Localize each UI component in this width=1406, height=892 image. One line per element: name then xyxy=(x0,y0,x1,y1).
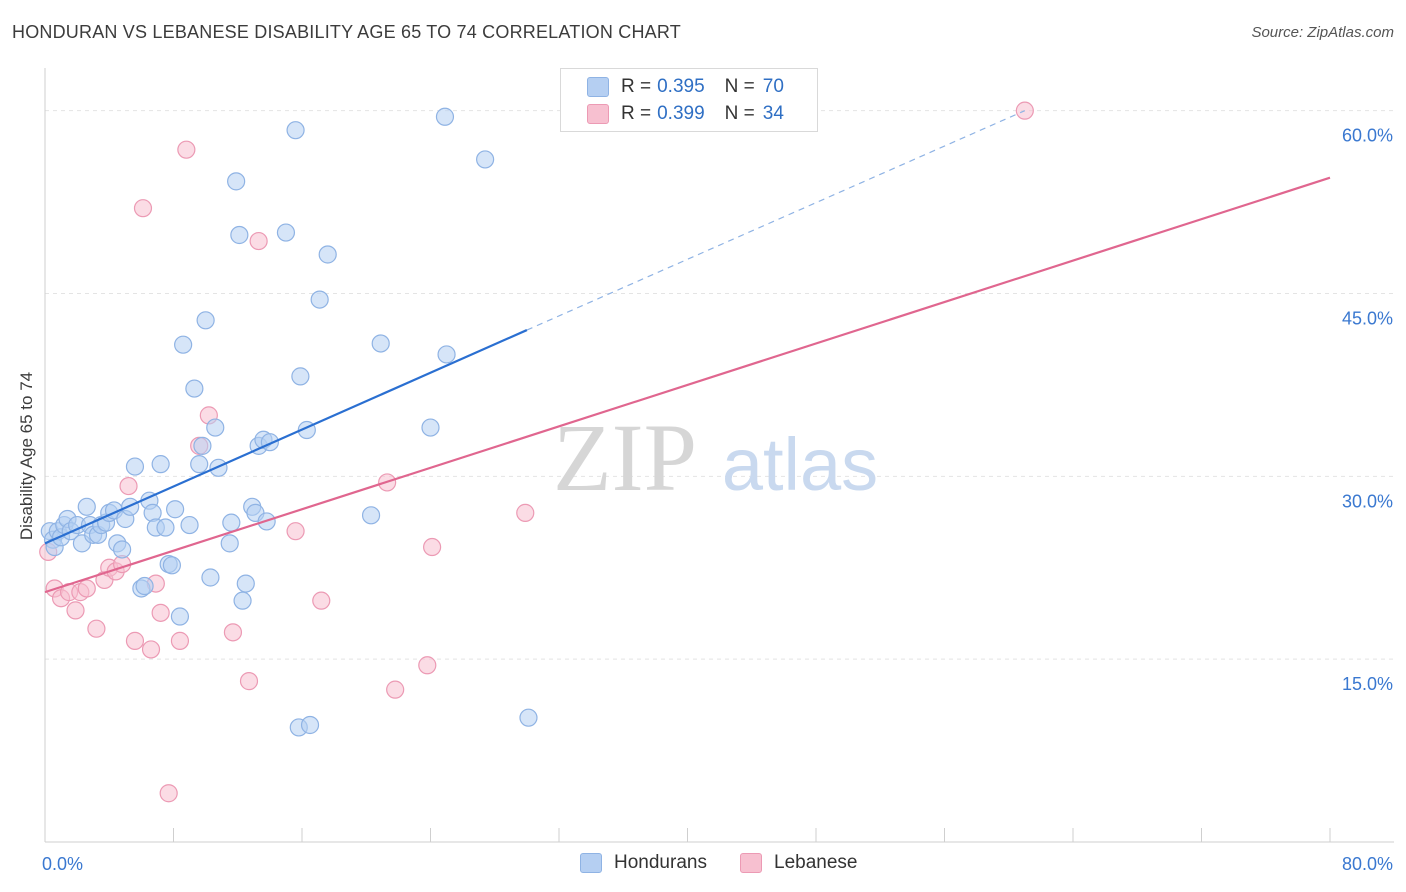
lebanese-point[interactable] xyxy=(312,591,331,610)
honduran-point[interactable] xyxy=(310,290,329,309)
lebanese-trend-line xyxy=(44,176,1331,594)
honduran-point[interactable] xyxy=(135,576,154,596)
lebanese-point[interactable] xyxy=(286,522,305,541)
lebanese-point[interactable] xyxy=(125,631,145,650)
lebanese-point[interactable] xyxy=(177,140,196,159)
honduran-point[interactable] xyxy=(77,497,96,516)
legend-swatch-blue xyxy=(587,77,609,97)
honduran-point[interactable] xyxy=(435,107,455,126)
honduran-point[interactable] xyxy=(190,455,209,474)
honduran-point[interactable] xyxy=(162,556,181,575)
honduran-point[interactable] xyxy=(220,534,239,553)
honduran-point[interactable] xyxy=(180,515,199,535)
bottom-legend-label: Lebanese xyxy=(774,852,858,873)
legend-row-hondurans: R = 0.395 N = 70 xyxy=(587,76,784,98)
swatch-pink xyxy=(740,853,762,873)
honduran-point[interactable] xyxy=(151,455,170,474)
honduran-point[interactable] xyxy=(125,457,145,476)
lebanese-point[interactable] xyxy=(119,476,138,496)
legend-n-label: N = xyxy=(724,76,755,97)
honduran-point[interactable] xyxy=(276,223,296,242)
honduran-point[interactable] xyxy=(222,513,241,532)
honduran-point[interactable] xyxy=(519,708,538,727)
honduran-point[interactable] xyxy=(230,225,249,245)
lebanese-point[interactable] xyxy=(77,579,96,598)
honduran-point[interactable] xyxy=(286,121,305,140)
legend-n-label: N = xyxy=(724,103,755,124)
honduran-point[interactable] xyxy=(476,150,495,169)
honduran-point[interactable] xyxy=(156,518,175,537)
lebanese-point[interactable] xyxy=(386,680,405,699)
honduran-point[interactable] xyxy=(206,418,225,437)
x-tick-label: 0.0% xyxy=(42,854,83,874)
honduran-points xyxy=(40,107,538,737)
honduran-point[interactable] xyxy=(291,367,310,386)
legend-r-label: R = xyxy=(621,103,652,124)
legend-row-lebanese: R = 0.399 N = 34 xyxy=(587,103,784,125)
honduran-point[interactable] xyxy=(421,418,440,437)
y-axis-label: Disability Age 65 to 74 xyxy=(17,372,36,540)
legend-n-value: 34 xyxy=(762,103,784,124)
honduran-point[interactable] xyxy=(236,574,255,593)
honduran-point[interactable] xyxy=(300,715,320,735)
lebanese-point[interactable] xyxy=(239,672,259,691)
honduran-point[interactable] xyxy=(361,506,381,525)
honduran-point[interactable] xyxy=(196,311,215,330)
legend-n-value: 70 xyxy=(762,76,784,97)
lebanese-point[interactable] xyxy=(249,231,268,251)
axes xyxy=(44,68,1394,843)
honduran-point[interactable] xyxy=(166,500,185,519)
bottom-legend-label: Hondurans xyxy=(614,852,707,873)
lebanese-point[interactable] xyxy=(516,503,535,522)
lebanese-point[interactable] xyxy=(170,631,190,650)
lebanese-point[interactable] xyxy=(87,619,106,638)
x-tick-label: 80.0% xyxy=(1342,854,1393,874)
chart-title: HONDURAN VS LEBANESE DISABILITY AGE 65 T… xyxy=(12,22,681,42)
y-tick-label: 15.0% xyxy=(1342,674,1393,694)
legend-swatch-pink xyxy=(587,104,609,124)
legend-box: R = 0.395 N = 70 R = 0.399 N = 34 xyxy=(560,68,818,132)
lebanese-point[interactable] xyxy=(423,537,442,557)
honduran-point[interactable] xyxy=(174,335,193,354)
honduran-point[interactable] xyxy=(193,436,212,455)
lebanese-point[interactable] xyxy=(223,623,243,642)
lebanese-point[interactable] xyxy=(133,199,153,218)
watermark-zip: ZIP xyxy=(553,404,697,511)
watermark-atlas: atlas xyxy=(722,423,878,506)
x-tick-labels: 0.0% 80.0% xyxy=(42,854,1393,874)
honduran-point[interactable] xyxy=(209,458,228,477)
honduran-point[interactable] xyxy=(371,334,390,353)
trend-lines xyxy=(44,110,1331,594)
bottom-legend: Hondurans Lebanese xyxy=(0,852,1406,876)
swatch-blue xyxy=(580,853,602,873)
y-tick-label: 60.0% xyxy=(1342,126,1393,146)
honduran-point[interactable] xyxy=(437,345,456,364)
honduran-point[interactable] xyxy=(227,172,246,191)
y-tick-labels: 15.0% 30.0% 45.0% 60.0% xyxy=(1342,126,1393,695)
bottom-legend-lebanese[interactable]: Lebanese xyxy=(740,852,857,874)
honduran-point[interactable] xyxy=(112,540,132,559)
lebanese-point[interactable] xyxy=(418,656,437,675)
bottom-legend-hondurans[interactable]: Hondurans xyxy=(580,852,707,874)
honduran-point[interactable] xyxy=(170,607,190,626)
honduran-point[interactable] xyxy=(318,245,337,264)
lebanese-point[interactable] xyxy=(66,601,85,620)
source-label: Source: ZipAtlas.com xyxy=(1251,24,1394,41)
legend-r-value: 0.395 xyxy=(657,76,705,97)
honduran-point[interactable] xyxy=(185,379,204,398)
y-tick-label: 30.0% xyxy=(1342,491,1393,511)
legend-r-label: R = xyxy=(621,76,652,97)
lebanese-points xyxy=(39,101,1034,803)
lebanese-point[interactable] xyxy=(141,640,161,659)
honduran-point[interactable] xyxy=(233,591,252,610)
honduran-point[interactable] xyxy=(201,568,220,587)
y-tick-label: 45.0% xyxy=(1342,308,1393,328)
lebanese-point[interactable] xyxy=(151,603,170,622)
legend-r-value: 0.399 xyxy=(657,103,705,124)
honduran-trend-extension xyxy=(526,110,1026,331)
honduran-trend-line xyxy=(44,329,528,545)
lebanese-point[interactable] xyxy=(159,784,178,803)
